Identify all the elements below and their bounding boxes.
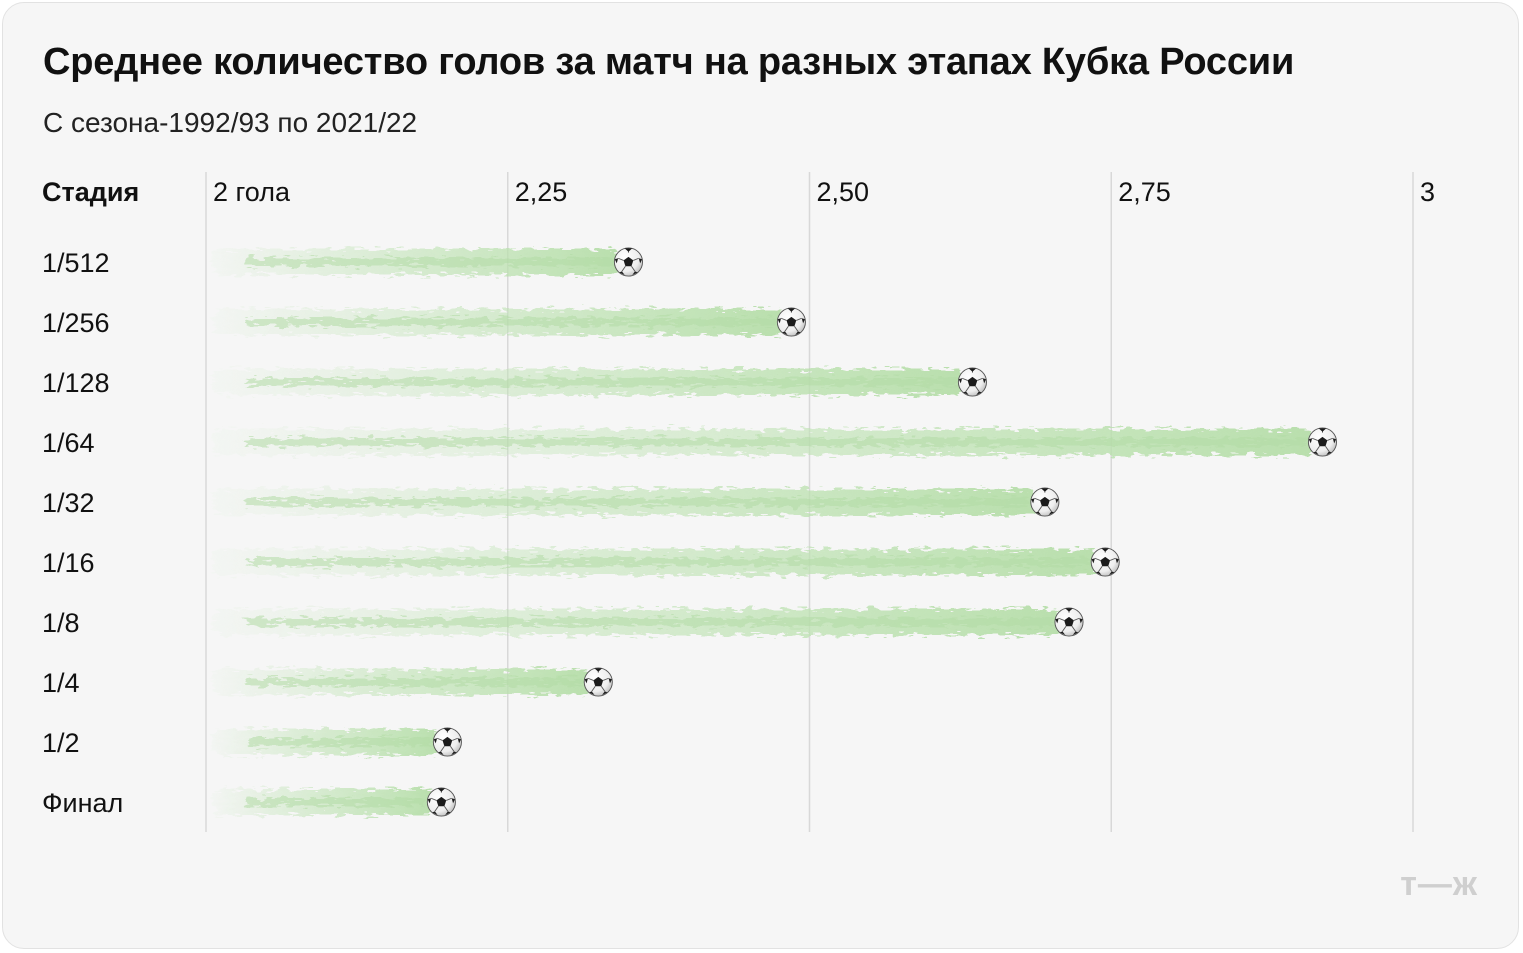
category-label: 1/4 — [42, 668, 80, 698]
soccer-ball-icon — [1030, 487, 1060, 517]
category-labels: 1/512 1/256 1/128 1/64 1/32 1/16 1/8 1/4 1/2 Фина… — [42, 248, 123, 818]
soccer-ball-icon — [583, 667, 613, 697]
category-label: 1/512 — [42, 248, 110, 278]
chart-title: Среднее количество голов за матч на разн… — [43, 41, 1295, 83]
soccer-ball-icon — [426, 787, 456, 817]
bar-core — [246, 678, 584, 686]
x-axis: Стадия 2 гола 2,25 2,50 2,75 3 — [42, 177, 1435, 207]
x-tick-label: 2,75 — [1118, 177, 1171, 207]
soccer-ball-icon — [957, 367, 987, 397]
category-label: 1/2 — [42, 728, 80, 758]
bar — [212, 487, 1060, 517]
x-tick-label: 2,50 — [817, 177, 870, 207]
category-label: 1/16 — [42, 548, 95, 578]
soccer-ball-icon — [776, 307, 806, 337]
bar — [212, 247, 643, 277]
bar-core — [246, 738, 433, 746]
category-label: 1/128 — [42, 368, 110, 398]
bar — [212, 727, 462, 757]
bar-layer — [212, 247, 1338, 817]
x-tick-label: 2,25 — [515, 177, 568, 207]
bar — [212, 607, 1084, 637]
bar-core — [246, 258, 614, 266]
brand-logo: т—ж — [1400, 865, 1478, 903]
bar-core — [246, 318, 777, 326]
bar-core — [246, 378, 958, 386]
x-tick-label: 2 гола — [213, 177, 291, 207]
bar — [212, 427, 1338, 457]
category-header: Стадия — [42, 177, 139, 207]
category-label: Финал — [42, 788, 123, 818]
bar — [212, 787, 456, 817]
bar-core — [246, 618, 1055, 626]
bar — [212, 667, 613, 697]
category-label: 1/64 — [42, 428, 95, 458]
bar-core — [246, 558, 1091, 566]
bar-core — [246, 798, 427, 806]
bar-core — [246, 438, 1308, 446]
category-label: 1/256 — [42, 308, 110, 338]
soccer-ball-icon — [432, 727, 462, 757]
category-label: 1/32 — [42, 488, 95, 518]
bar — [212, 307, 806, 337]
bar — [212, 547, 1120, 577]
category-label: 1/8 — [42, 608, 80, 638]
soccer-ball-icon — [1090, 547, 1120, 577]
bar-core — [246, 498, 1030, 506]
bar — [212, 367, 987, 397]
x-tick-label: 3 — [1420, 177, 1435, 207]
soccer-ball-icon — [1307, 427, 1338, 457]
soccer-ball-icon — [613, 247, 643, 277]
soccer-ball-icon — [1054, 607, 1084, 637]
chart-subtitle: С сезона-1992/93 по 2021/22 — [43, 107, 418, 138]
